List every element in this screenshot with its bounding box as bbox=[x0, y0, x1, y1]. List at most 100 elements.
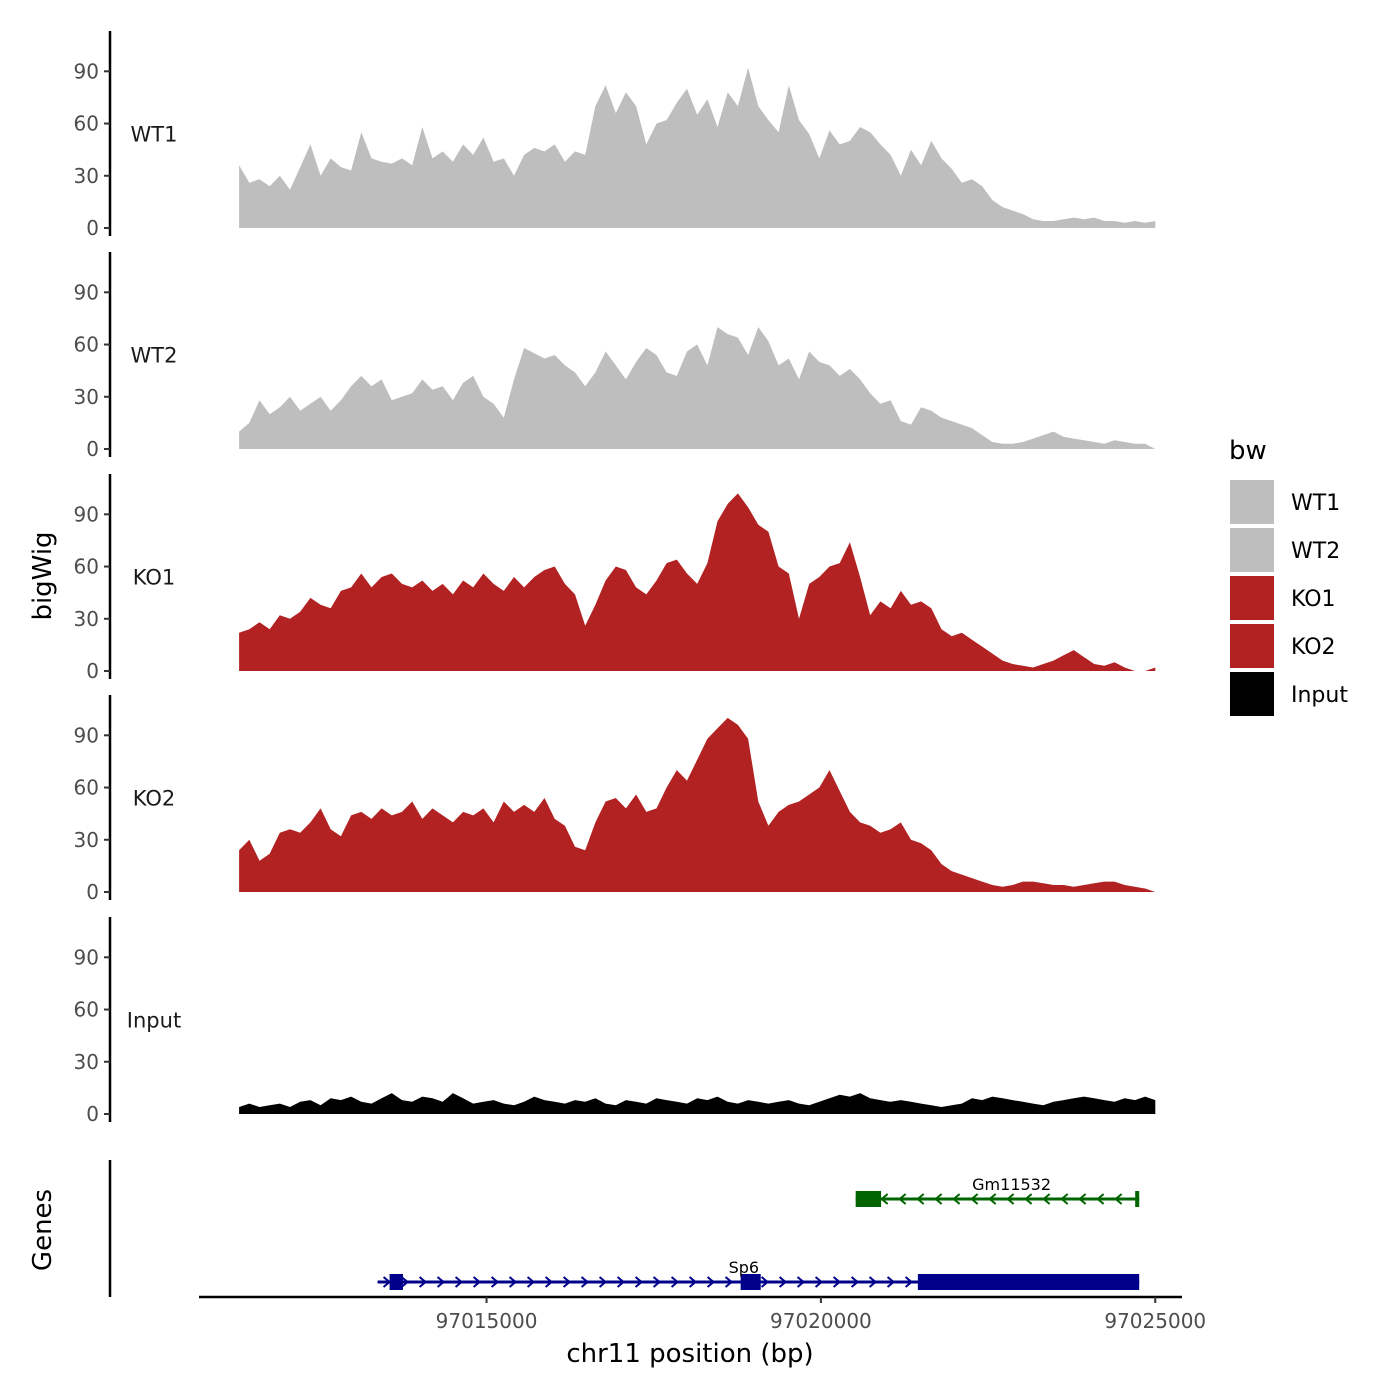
y-tick-label: 30 bbox=[74, 607, 99, 631]
coverage-area-wt1 bbox=[239, 67, 1156, 228]
y-tick-label: 90 bbox=[74, 502, 99, 526]
strand-arrow bbox=[418, 1276, 428, 1288]
x-axis: 97015000 97020000 97025000 bbox=[199, 1295, 1206, 1333]
strand-arrow bbox=[634, 1276, 644, 1288]
strand-arrow bbox=[508, 1276, 518, 1288]
strand-arrow bbox=[724, 1276, 734, 1288]
strand-arrow bbox=[904, 1276, 914, 1288]
coverage-area-wt2 bbox=[239, 327, 1156, 449]
strand-arrow bbox=[526, 1276, 536, 1288]
strand-arrow bbox=[436, 1276, 446, 1288]
y-tick-label: 90 bbox=[74, 59, 99, 83]
legend-swatch bbox=[1230, 576, 1274, 620]
strand-arrow bbox=[952, 1193, 961, 1205]
strand-arrow bbox=[1078, 1193, 1087, 1205]
strand-arrow bbox=[898, 1193, 907, 1205]
legend-swatch bbox=[1230, 480, 1274, 524]
gene-exon bbox=[389, 1274, 403, 1290]
strand-arrow bbox=[832, 1276, 842, 1288]
y-tick-label: 90 bbox=[74, 280, 99, 304]
legend-label: KO2 bbox=[1291, 635, 1336, 660]
gene-exon bbox=[740, 1274, 761, 1290]
legend-item-input: Input bbox=[1230, 672, 1348, 716]
strand-arrow bbox=[988, 1193, 997, 1205]
y-tick-label: 90 bbox=[74, 945, 99, 969]
gene-exon bbox=[917, 1274, 1140, 1290]
strand-arrow bbox=[562, 1276, 572, 1288]
coverage-area-input bbox=[239, 1093, 1156, 1114]
strand-arrow bbox=[880, 1193, 889, 1205]
legend-label: Input bbox=[1291, 683, 1348, 708]
legend-item-ko2: KO2 bbox=[1230, 624, 1336, 668]
strand-arrow bbox=[1024, 1193, 1033, 1205]
legend-label: WT1 bbox=[1291, 491, 1340, 516]
genes-panel: Gm11532 Sp6 bbox=[108, 1160, 1140, 1297]
y-tick-label: 0 bbox=[86, 659, 99, 683]
strand-arrow bbox=[652, 1276, 662, 1288]
track-ko2: 0 30 60 90 KO2 bbox=[74, 695, 1156, 904]
legend-label: WT2 bbox=[1291, 539, 1340, 564]
strand-arrow bbox=[1006, 1193, 1015, 1205]
strand-arrow bbox=[706, 1276, 716, 1288]
x-tick-label: 97025000 bbox=[1104, 1309, 1206, 1333]
legend-item-wt2: WT2 bbox=[1230, 528, 1340, 572]
y-tick-label: 60 bbox=[74, 555, 99, 579]
strand-arrow bbox=[472, 1276, 482, 1288]
strand-arrow bbox=[688, 1276, 698, 1288]
strand-arrow bbox=[598, 1276, 608, 1288]
y-tick-label: 0 bbox=[86, 216, 99, 240]
x-tick-label: 97015000 bbox=[436, 1309, 538, 1333]
gene-exon bbox=[1135, 1191, 1140, 1207]
y-tick-label: 60 bbox=[74, 112, 99, 136]
genes-axis-title: Genes bbox=[28, 1189, 58, 1271]
strand-arrow bbox=[886, 1276, 896, 1288]
gene-gm11532: Gm11532 bbox=[855, 1175, 1140, 1207]
coverage-tracks: 0 30 60 90 WT1 0 30 60 90 WT2 0 30 60 90 KO1 0 30 60 90 KO2… bbox=[74, 31, 1156, 1126]
track-label-wt2: WT2 bbox=[131, 344, 178, 368]
track-label-ko1: KO1 bbox=[133, 566, 176, 590]
gene-exon bbox=[855, 1191, 882, 1207]
y-tick-label: 0 bbox=[86, 437, 99, 461]
strand-arrow bbox=[670, 1276, 680, 1288]
gene-label-gm11532: Gm11532 bbox=[972, 1175, 1051, 1194]
strand-arrow bbox=[868, 1276, 878, 1288]
strand-arrow bbox=[580, 1276, 590, 1288]
y-tick-label: 30 bbox=[74, 1050, 99, 1074]
strand-arrow bbox=[1096, 1193, 1105, 1205]
y-tick-label: 60 bbox=[74, 998, 99, 1022]
strand-arrow bbox=[400, 1276, 410, 1288]
strand-arrow bbox=[778, 1276, 788, 1288]
gene-label-sp6: Sp6 bbox=[729, 1258, 760, 1277]
y-tick-label: 30 bbox=[74, 164, 99, 188]
y-axis-title: bigWig bbox=[28, 531, 58, 620]
strand-arrow bbox=[382, 1276, 392, 1288]
legend-swatch bbox=[1230, 528, 1274, 572]
strand-arrow bbox=[850, 1276, 860, 1288]
track-label-input: Input bbox=[127, 1009, 181, 1033]
strand-arrow bbox=[916, 1193, 925, 1205]
y-tick-label: 60 bbox=[74, 333, 99, 357]
legend: bw WT1 WT2 KO1 KO2 Input bbox=[1229, 436, 1348, 716]
coverage-area-ko1 bbox=[239, 493, 1156, 671]
strand-arrow bbox=[814, 1276, 824, 1288]
x-axis-title: chr11 position (bp) bbox=[566, 1339, 813, 1369]
track-wt1: 0 30 60 90 WT1 bbox=[74, 31, 1156, 240]
strand-arrow bbox=[1114, 1193, 1123, 1205]
gene-sp6: Sp6 bbox=[377, 1258, 1140, 1290]
coverage-area-ko2 bbox=[239, 717, 1156, 892]
y-tick-label: 0 bbox=[86, 880, 99, 904]
x-tick-label: 97020000 bbox=[770, 1309, 872, 1333]
legend-title: bw bbox=[1229, 436, 1267, 466]
legend-swatch bbox=[1230, 672, 1274, 716]
strand-arrow bbox=[1042, 1193, 1051, 1205]
strand-arrow bbox=[454, 1276, 464, 1288]
strand-arrow bbox=[490, 1276, 500, 1288]
y-tick-label: 30 bbox=[74, 828, 99, 852]
legend-item-wt1: WT1 bbox=[1230, 480, 1340, 524]
track-ko1: 0 30 60 90 KO1 bbox=[74, 474, 1156, 683]
y-tick-label: 30 bbox=[74, 385, 99, 409]
legend-item-ko1: KO1 bbox=[1230, 576, 1336, 620]
legend-label: KO1 bbox=[1291, 587, 1336, 612]
strand-arrow bbox=[760, 1276, 770, 1288]
